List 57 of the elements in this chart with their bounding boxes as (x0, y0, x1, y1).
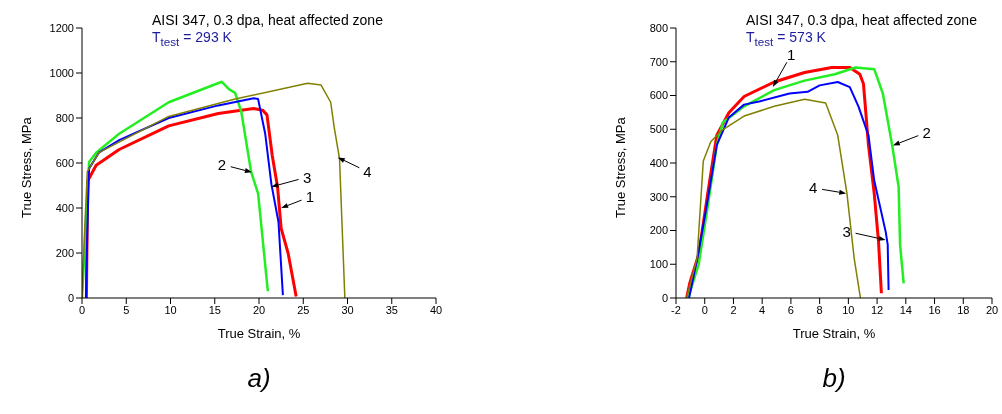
annotation: 4 (363, 163, 372, 181)
y-tick-label: 600 (649, 89, 668, 102)
y-tick-label: 1000 (49, 66, 74, 79)
y-tick-label: 700 (649, 55, 668, 68)
annotation: 3 (842, 222, 851, 240)
x-tick-label: 12 (870, 303, 884, 316)
x-tick-label: 18 (957, 303, 970, 316)
annotation: 2 (922, 123, 931, 141)
y-axis-title: True Stress, MPa (18, 116, 34, 218)
y-tick-label: 1200 (49, 21, 74, 34)
line-series (82, 82, 346, 298)
y-tick-label: 200 (55, 246, 74, 259)
text: a) (246, 363, 272, 394)
y-tick-label: 200 (649, 224, 668, 237)
annotation: 3 (303, 168, 312, 186)
x-tick-label: 15 (208, 303, 221, 316)
chart-subtitle: T$_{test}$ = 293 K (152, 29, 232, 48)
y-tick-label: 800 (55, 111, 74, 124)
x-tick-label: 16 (928, 303, 941, 316)
y-tick-label: 0 (67, 291, 74, 304)
x-tick-label: 35 (385, 303, 398, 316)
y-tick-label: 600 (55, 156, 74, 169)
x-tick-label: 10 (164, 303, 177, 316)
x-tick-label: -2 (671, 303, 681, 316)
x-tick-label: 25 (297, 303, 310, 316)
line-series (685, 98, 862, 298)
x-tick-label: 0 (701, 303, 708, 316)
y-tick-label: 800 (649, 21, 668, 34)
x-axis-title: True Strain, % (217, 326, 301, 341)
text: b) (821, 363, 847, 394)
y-tick-label: 0 (661, 291, 668, 304)
x-tick-label: 4 (759, 303, 766, 316)
annotation: 1 (305, 188, 315, 206)
x-tick-label: 2 (730, 303, 737, 316)
y-tick-label: 400 (55, 201, 74, 214)
x-tick-label: 30 (341, 303, 354, 316)
chart-title: AISI 347, 0.3 dpa, heat affected zone (152, 12, 383, 28)
annotation: 4 (809, 179, 818, 197)
y-tick-label: 400 (649, 156, 668, 169)
x-tick-label: 5 (123, 303, 130, 316)
y-tick-label: 100 (649, 258, 668, 271)
y-tick-label: 500 (649, 123, 668, 136)
x-tick-label: 6 (787, 303, 794, 316)
chart-title: AISI 347, 0.3 dpa, heat affected zone (746, 12, 977, 28)
x-tick-label: 8 (816, 303, 823, 316)
x-tick-label: 14 (899, 303, 912, 316)
x-axis-title: True Strain, % (792, 326, 876, 341)
annotation: 1 (787, 45, 796, 63)
x-tick-label: 20 (252, 303, 266, 316)
x-tick-label: 40 (429, 303, 443, 316)
y-axis-title: True Stress, MPa (612, 116, 628, 218)
chart-subtitle: T$_{test}$ = 573 K (746, 29, 826, 48)
x-tick-label: 0 (78, 303, 86, 316)
x-tick-label: 20 (985, 303, 999, 316)
annotation: 2 (217, 155, 227, 173)
x-tick-label: 10 (842, 303, 855, 316)
y-tick-label: 300 (649, 190, 668, 203)
